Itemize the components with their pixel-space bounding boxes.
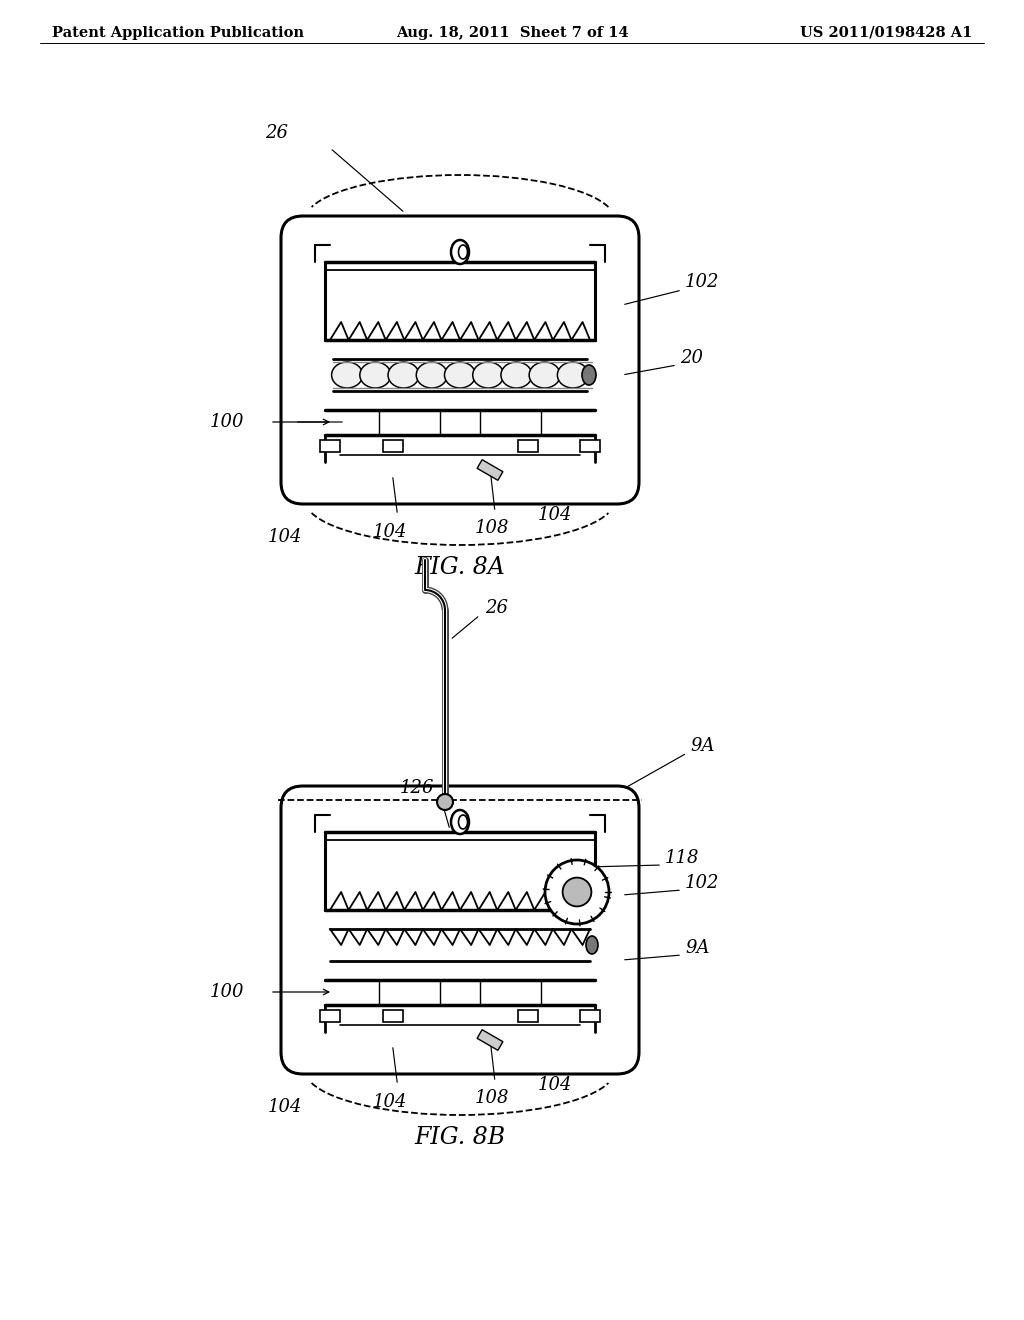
Text: FIG. 8B: FIG. 8B: [415, 1126, 506, 1148]
Text: 100: 100: [210, 983, 245, 1001]
Text: 102: 102: [685, 874, 720, 892]
Bar: [517, 440, 538, 451]
Ellipse shape: [586, 936, 598, 954]
Circle shape: [545, 861, 609, 924]
Text: 20: 20: [680, 348, 703, 367]
FancyBboxPatch shape: [281, 216, 639, 504]
Ellipse shape: [459, 246, 468, 259]
Text: 26: 26: [265, 124, 288, 143]
Text: 102: 102: [685, 273, 720, 290]
Text: 104: 104: [538, 1076, 572, 1094]
Bar: [517, 1010, 538, 1022]
Text: 126: 126: [400, 779, 434, 797]
Bar: [477, 1030, 503, 1051]
Bar: [580, 1010, 600, 1022]
Text: 9A: 9A: [690, 737, 715, 755]
Text: 108: 108: [475, 1089, 510, 1107]
Text: 9A: 9A: [685, 939, 710, 957]
Bar: [319, 440, 340, 451]
Ellipse shape: [444, 362, 475, 388]
Ellipse shape: [582, 366, 596, 385]
Ellipse shape: [557, 362, 589, 388]
Text: 104: 104: [268, 528, 302, 546]
Circle shape: [562, 878, 592, 907]
Ellipse shape: [501, 362, 531, 388]
Text: US 2011/0198428 A1: US 2011/0198428 A1: [800, 26, 972, 40]
FancyBboxPatch shape: [281, 785, 639, 1074]
Text: Patent Application Publication: Patent Application Publication: [52, 26, 304, 40]
Bar: [477, 459, 503, 480]
Ellipse shape: [451, 810, 469, 834]
Ellipse shape: [332, 362, 362, 388]
Text: 104: 104: [538, 506, 572, 524]
Ellipse shape: [388, 362, 419, 388]
Text: 104: 104: [373, 523, 407, 541]
Bar: [383, 440, 402, 451]
Text: 118: 118: [665, 849, 699, 867]
Ellipse shape: [473, 362, 504, 388]
Text: 100: 100: [210, 413, 245, 432]
Text: Aug. 18, 2011  Sheet 7 of 14: Aug. 18, 2011 Sheet 7 of 14: [395, 26, 629, 40]
Ellipse shape: [416, 362, 447, 388]
Ellipse shape: [359, 362, 391, 388]
Bar: [580, 440, 600, 451]
Ellipse shape: [529, 362, 560, 388]
Text: 104: 104: [373, 1093, 407, 1111]
Text: 108: 108: [475, 519, 510, 537]
Ellipse shape: [451, 240, 469, 264]
Text: 104: 104: [268, 1098, 302, 1115]
Bar: [383, 1010, 402, 1022]
Ellipse shape: [459, 814, 468, 829]
Bar: [319, 1010, 340, 1022]
Text: FIG. 8A: FIG. 8A: [415, 556, 506, 578]
Text: 26: 26: [485, 599, 508, 616]
Circle shape: [437, 795, 453, 810]
